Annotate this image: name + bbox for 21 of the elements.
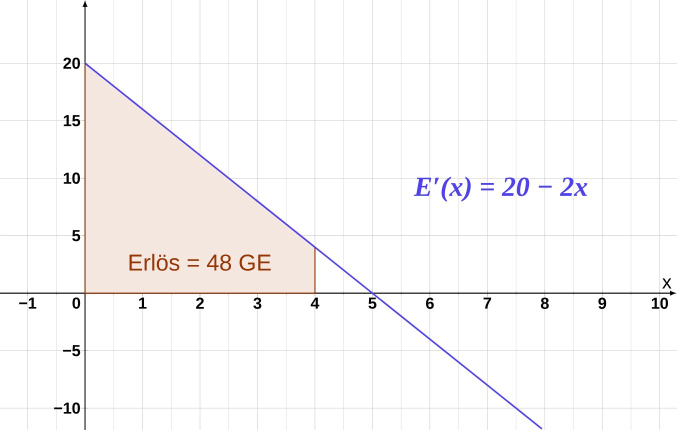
x-axis-title: x: [662, 278, 672, 288]
x-tick-label: 6: [426, 298, 434, 309]
x-tick-label: 4: [310, 298, 320, 309]
y-tick-label: 15: [64, 115, 80, 126]
x-tick-label: 0: [72, 297, 80, 309]
x-tick-label: 2: [196, 298, 204, 309]
x-tick-label: 5: [368, 298, 376, 309]
annotation: Erlös = 48 GE: [130, 254, 271, 271]
y-tick-label: 10: [64, 172, 80, 184]
y-tick-label: 5: [72, 230, 80, 242]
y-tick-label: −10: [54, 402, 80, 414]
x-tick-label: −1: [19, 298, 36, 309]
x-tick-label: 3: [253, 298, 262, 309]
y-tick-label: −5: [63, 345, 80, 356]
x-tick-label: 10: [652, 298, 668, 309]
x-tick-label: 7: [484, 298, 492, 309]
x-tick-label: 8: [540, 298, 549, 309]
y-tick-label: 20: [63, 58, 80, 69]
x-tick-label: 9: [598, 298, 606, 309]
x-tick-label: 1: [139, 298, 147, 309]
annotation: E′(x) = 20 − 2x: [414, 176, 588, 202]
